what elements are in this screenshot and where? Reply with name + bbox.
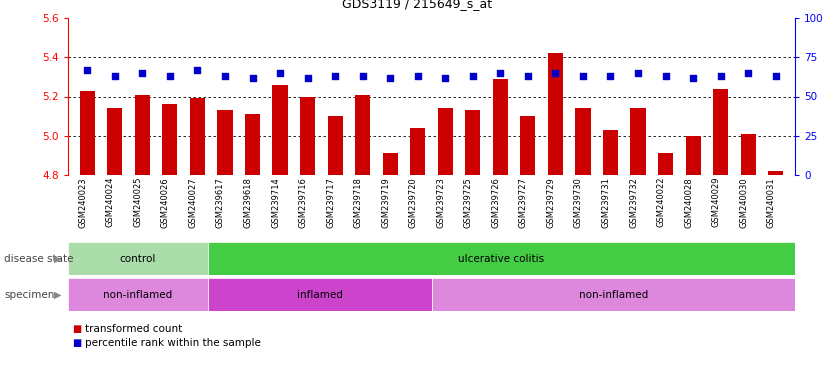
Text: GSM239732: GSM239732: [629, 177, 638, 228]
Text: percentile rank within the sample: percentile rank within the sample: [85, 338, 260, 348]
Bar: [438, 108, 453, 175]
Text: ■: ■: [73, 324, 82, 334]
Text: GSM239617: GSM239617: [216, 177, 225, 228]
Text: GSM239720: GSM239720: [409, 177, 418, 228]
Bar: [273, 85, 288, 175]
Point: [576, 73, 590, 79]
Bar: [603, 130, 618, 175]
Text: GSM239717: GSM239717: [326, 177, 335, 228]
Bar: [658, 154, 673, 175]
Text: GSM240029: GSM240029: [711, 177, 721, 227]
Point: [631, 70, 645, 76]
Bar: [410, 128, 425, 175]
Text: GSM239618: GSM239618: [244, 177, 253, 228]
Bar: [713, 89, 728, 175]
Point: [108, 73, 122, 79]
Text: GSM240026: GSM240026: [161, 177, 170, 228]
Bar: [768, 171, 783, 175]
Text: GDS3119 / 215649_s_at: GDS3119 / 215649_s_at: [342, 0, 492, 10]
Text: GSM240031: GSM240031: [766, 177, 776, 228]
Text: ■: ■: [73, 338, 82, 348]
Point: [769, 73, 782, 79]
Bar: [208, 278, 431, 311]
Bar: [686, 136, 701, 175]
Bar: [300, 96, 315, 175]
Bar: [493, 79, 508, 175]
Bar: [68, 278, 208, 311]
Text: GSM239714: GSM239714: [271, 177, 280, 228]
Bar: [520, 116, 535, 175]
Text: inflamed: inflamed: [297, 290, 343, 300]
Bar: [465, 110, 480, 175]
Text: GSM239725: GSM239725: [464, 177, 473, 228]
Point: [301, 74, 314, 81]
Bar: [163, 104, 178, 175]
Bar: [218, 110, 233, 175]
Text: GSM239726: GSM239726: [491, 177, 500, 228]
Point: [163, 73, 177, 79]
Point: [136, 70, 149, 76]
Bar: [108, 108, 123, 175]
Bar: [631, 108, 646, 175]
Text: control: control: [120, 253, 156, 263]
Text: ulcerative colitis: ulcerative colitis: [459, 253, 545, 263]
Point: [356, 73, 369, 79]
Point: [274, 70, 287, 76]
Point: [384, 74, 397, 81]
Point: [411, 73, 425, 79]
Bar: [245, 114, 260, 175]
Bar: [355, 94, 370, 175]
Bar: [575, 108, 590, 175]
Point: [659, 73, 672, 79]
Text: GSM240030: GSM240030: [739, 177, 748, 228]
Point: [329, 73, 342, 79]
Text: GSM239730: GSM239730: [574, 177, 583, 228]
Point: [549, 70, 562, 76]
Text: transformed count: transformed count: [85, 324, 182, 334]
Bar: [208, 242, 795, 275]
Text: GSM239727: GSM239727: [519, 177, 528, 228]
Point: [219, 73, 232, 79]
Text: GSM239723: GSM239723: [436, 177, 445, 228]
Text: ▶: ▶: [54, 290, 62, 300]
Point: [521, 73, 535, 79]
Bar: [741, 134, 756, 175]
Text: GSM239716: GSM239716: [299, 177, 308, 228]
Point: [494, 70, 507, 76]
Point: [246, 74, 259, 81]
Text: non-inflamed: non-inflamed: [579, 290, 648, 300]
Bar: [548, 53, 563, 175]
Text: GSM239719: GSM239719: [381, 177, 390, 228]
Point: [466, 73, 480, 79]
Text: GSM240027: GSM240027: [188, 177, 198, 228]
Text: disease state: disease state: [4, 253, 73, 263]
Text: GSM240024: GSM240024: [106, 177, 115, 227]
Point: [714, 73, 727, 79]
Text: GSM239731: GSM239731: [601, 177, 610, 228]
Bar: [383, 154, 398, 175]
Text: specimen: specimen: [4, 290, 54, 300]
Text: non-inflamed: non-inflamed: [103, 290, 173, 300]
Bar: [328, 116, 343, 175]
Bar: [431, 278, 795, 311]
Bar: [190, 98, 205, 175]
Text: ▶: ▶: [54, 253, 62, 263]
Text: GSM240023: GSM240023: [78, 177, 88, 228]
Point: [191, 67, 204, 73]
Text: GSM240028: GSM240028: [684, 177, 693, 228]
Text: GSM240022: GSM240022: [656, 177, 666, 227]
Text: GSM239729: GSM239729: [546, 177, 555, 228]
Point: [439, 74, 452, 81]
Text: GSM240025: GSM240025: [133, 177, 143, 227]
Point: [686, 74, 700, 81]
Text: GSM239718: GSM239718: [354, 177, 363, 228]
Point: [741, 70, 755, 76]
Point: [604, 73, 617, 79]
Bar: [68, 242, 208, 275]
Bar: [135, 94, 150, 175]
Point: [81, 67, 94, 73]
Bar: [80, 91, 95, 175]
